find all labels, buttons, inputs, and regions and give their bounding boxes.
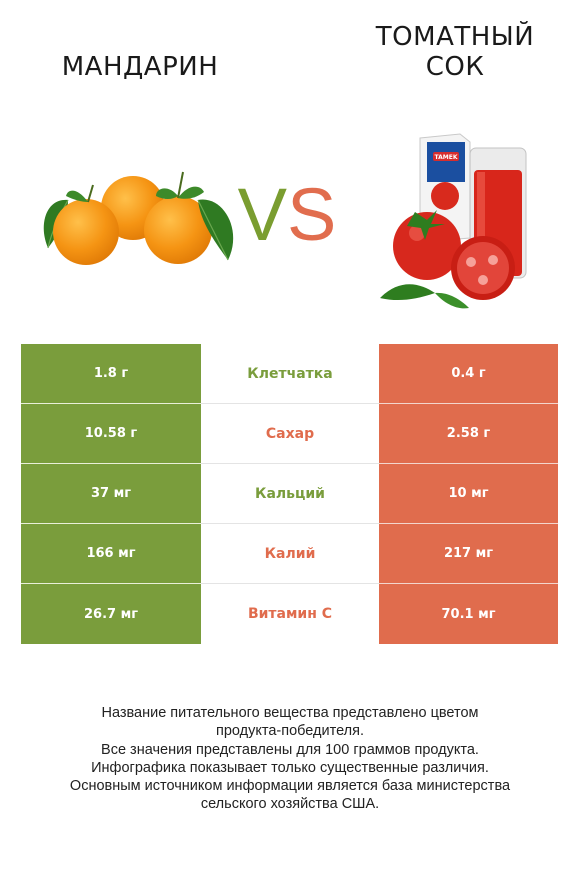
right-value: 0.4 г (379, 344, 558, 404)
svg-text:TAMEK: TAMEK (435, 154, 458, 161)
table-row: 37 мг Кальций 10 мг (21, 464, 558, 524)
table-row: 26.7 мг Витамин C 70.1 мг (21, 584, 558, 644)
table-row: 166 мг Калий 217 мг (21, 524, 558, 584)
table-row: 1.8 г Клетчатка 0.4 г (21, 344, 558, 404)
nutrient-label: Калий (201, 524, 379, 584)
footer-line: сельского хозяйства США. (200, 796, 380, 813)
left-value: 166 мг (21, 524, 201, 584)
tomato-juice-icon: TAMEK (380, 133, 527, 309)
nutrient-label: Витамин C (201, 584, 379, 644)
mandarin-icon (43, 171, 234, 265)
left-value: 37 мг (21, 464, 201, 524)
right-value: 70.1 мг (379, 584, 558, 644)
nutrient-label: Сахар (201, 404, 379, 464)
versus-label: VS (237, 173, 337, 256)
left-value: 26.7 мг (21, 584, 201, 644)
footer-line: Все значения представлены для 100 граммо… (101, 741, 479, 758)
footer-line: продукта-победителя. (215, 723, 365, 740)
footer-line: Основным источником информации является … (69, 778, 511, 795)
left-value: 1.8 г (21, 344, 201, 404)
comparison-table: 1.8 г Клетчатка 0.4 г 10.58 г Сахар 2.58… (21, 344, 558, 644)
product-right-title: Томатный сок (375, 22, 535, 82)
right-value: 10 мг (379, 464, 558, 524)
left-value: 10.58 г (21, 404, 201, 464)
right-value: 2.58 г (379, 404, 558, 464)
table-row: 10.58 г Сахар 2.58 г (21, 404, 558, 464)
right-value: 217 мг (379, 524, 558, 584)
footer-line: Название питательного вещества представл… (101, 705, 479, 721)
footer-notes: Название питательного вещества представл… (20, 704, 560, 814)
nutrient-label: Клетчатка (201, 344, 379, 404)
footer-line: Инфографика показывает только существенн… (91, 759, 489, 776)
product-left-title: Мандарин (61, 52, 219, 82)
nutrient-label: Кальций (201, 464, 379, 524)
